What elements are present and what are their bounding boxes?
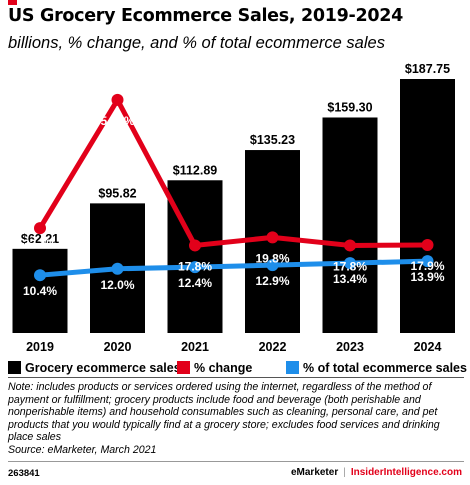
legend-label-sales: Grocery ecommerce sales (25, 361, 181, 375)
legend-swatch-share (286, 361, 299, 374)
x-tick-label: 2020 (104, 340, 132, 354)
share-value-label: 10.4% (23, 284, 57, 298)
change-value-label: 54.0% (100, 114, 134, 128)
brand-emarketer: eMarketer (290, 467, 339, 478)
change-value-label: 17.9% (410, 259, 444, 273)
bar-2023 (322, 117, 378, 333)
bar-value-label: $187.75 (405, 62, 450, 76)
change-line (37, 97, 428, 248)
share-point (189, 261, 201, 274)
change-value-label: 17.8% (333, 259, 367, 273)
change-point (266, 231, 279, 244)
change-point (111, 93, 124, 106)
change-point (34, 222, 46, 235)
share-value-label: 13.9% (410, 270, 444, 284)
brand-insider-intelligence: InsiderIntelligence.com (350, 467, 462, 478)
change-value-label: 22.1% (23, 237, 57, 251)
change-value-label: 17.8% (178, 259, 212, 273)
x-tick-label: 2023 (336, 340, 364, 354)
bar-2021 (167, 180, 223, 333)
chart-title: US Grocery Ecommerce Sales, 2019-2024 (8, 6, 403, 26)
share-value-label: 12.0% (100, 278, 134, 292)
note-text: Note: includes products or services orde… (8, 381, 440, 444)
bar-value-label: $159.30 (327, 100, 372, 114)
change-point (421, 239, 434, 252)
source-text: Source: eMarketer, March 2021 (8, 443, 157, 456)
change-point (344, 239, 356, 252)
share-point (266, 259, 279, 272)
title-accent-bar (8, 0, 17, 5)
share-value-label: 12.4% (178, 276, 212, 290)
bar-value-label: $112.89 (173, 163, 218, 177)
share-point (34, 269, 46, 282)
bar-2019 (12, 248, 68, 333)
chart-svg: $62.21 2019 $95.82 2020 $112.89 2021 $135.23 20… (8, 62, 467, 375)
legend-label-share: % of total ecommerce sales (303, 361, 467, 375)
x-tick-label: 2021 (181, 340, 209, 354)
x-tick-label: 2022 (259, 340, 287, 354)
share-line (39, 258, 428, 278)
bar-2024 (400, 79, 455, 333)
bar-value-label: $95.82 (98, 186, 136, 200)
x-tick-label: 2024 (414, 340, 442, 354)
share-point (111, 262, 124, 275)
share-point (421, 255, 434, 268)
brand-separator: | (343, 467, 346, 478)
legend-label-change: % change (194, 361, 252, 375)
share-value-label: 12.9% (255, 274, 289, 288)
chart-subtitle: billions, % change, and % of total ecomm… (8, 34, 385, 52)
legend-divider (8, 377, 464, 378)
chart-id: 263841 (8, 468, 40, 479)
chart-note: Note: includes products or services orde… (8, 381, 466, 457)
bar-value-label: $135.23 (250, 133, 295, 147)
change-value-label: 19.8% (255, 251, 289, 265)
footer-brand: eMarketer | InsiderIntelligence.com (291, 467, 462, 478)
share-value-label: 13.4% (333, 272, 367, 286)
legend-swatch-sales (8, 361, 21, 374)
legend-swatch-change (177, 361, 190, 374)
x-tick-label: 2019 (26, 340, 54, 354)
footer-divider (8, 461, 464, 462)
bar-value-label: $62.21 (21, 232, 59, 246)
share-point (344, 257, 356, 270)
change-point (189, 239, 201, 252)
